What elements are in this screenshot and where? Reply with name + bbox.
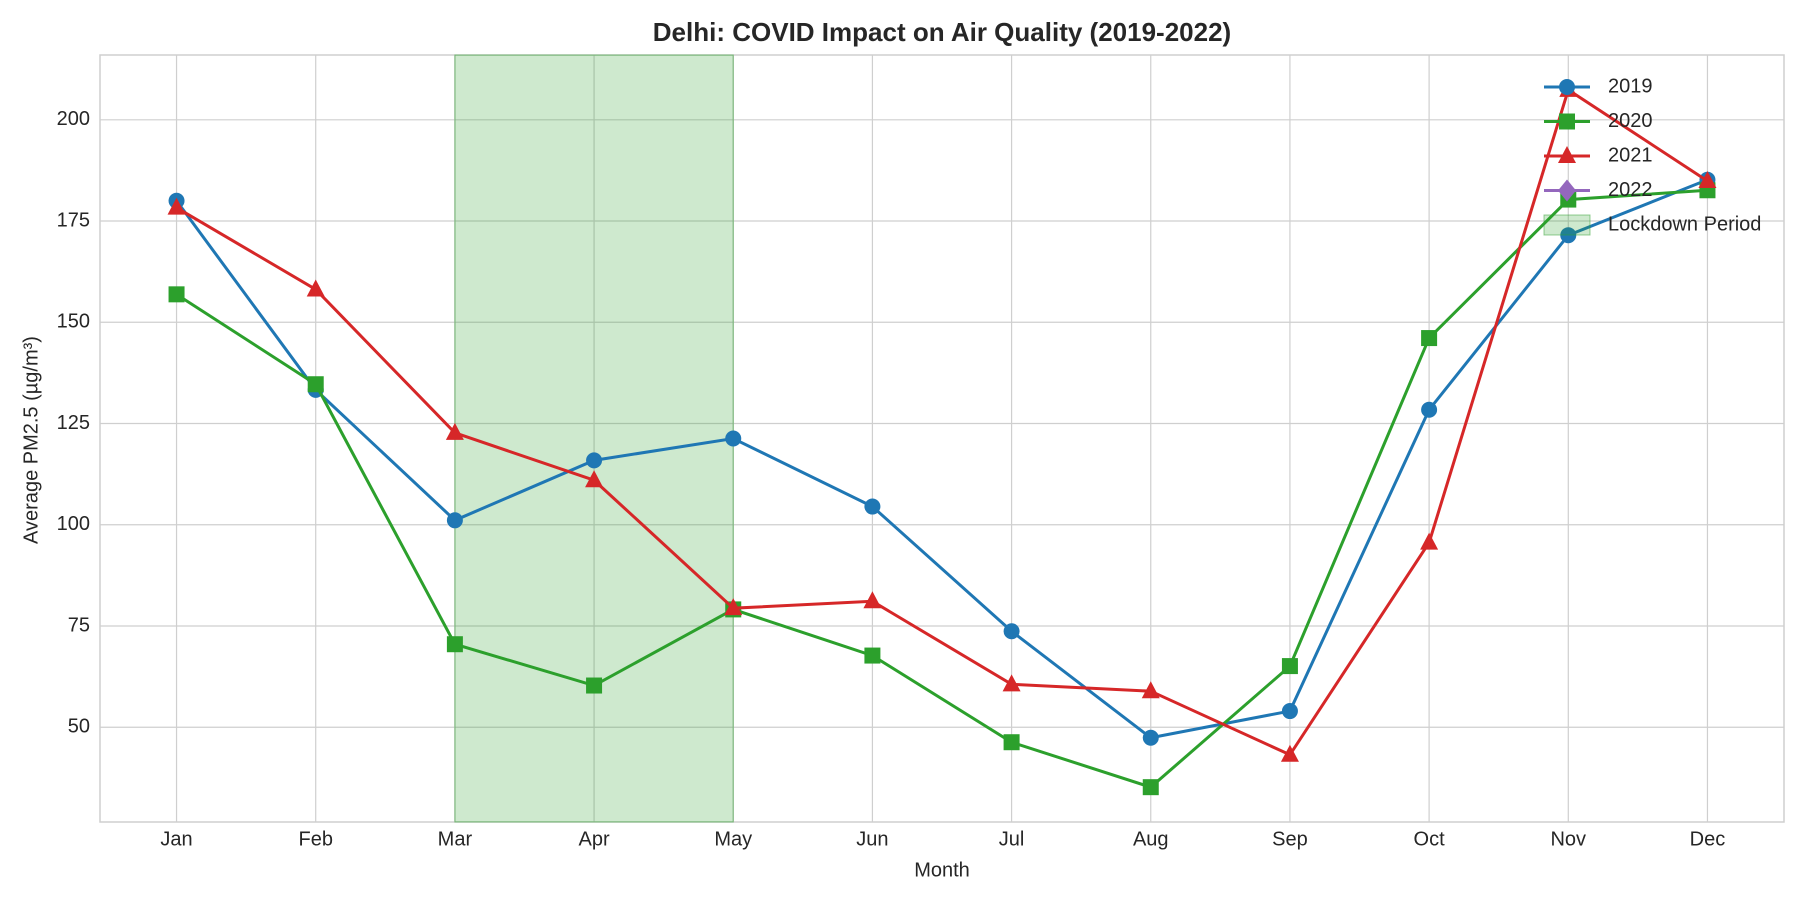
- data-point: [306, 279, 325, 297]
- data-point: [863, 591, 882, 609]
- y-tick-label: 75: [68, 614, 90, 636]
- data-point: [1421, 401, 1438, 418]
- y-tick-label: 125: [57, 412, 90, 434]
- y-tick-label: 50: [68, 716, 90, 738]
- legend-label: 2022: [1608, 179, 1653, 201]
- data-point: [586, 452, 603, 469]
- legend-marker: [1559, 79, 1575, 95]
- data-point: [1142, 729, 1159, 746]
- data-point: [1420, 532, 1439, 550]
- legend-label: 2021: [1608, 144, 1653, 166]
- legend-marker: [1559, 113, 1575, 130]
- data-point: [167, 197, 186, 215]
- data-point: [586, 677, 603, 694]
- x-tick-label: Jul: [999, 828, 1025, 850]
- x-tick-label: Apr: [579, 828, 610, 850]
- x-tick-label: Nov: [1550, 828, 1586, 850]
- x-axis-label: Month: [914, 859, 970, 881]
- x-tick-label: Oct: [1414, 828, 1446, 850]
- data-point: [585, 470, 604, 488]
- data-point: [1698, 170, 1717, 188]
- x-tick-label: Aug: [1133, 828, 1169, 850]
- legend-label: 2019: [1608, 75, 1653, 97]
- data-point: [168, 286, 185, 303]
- x-tick-label: Jun: [856, 828, 888, 850]
- x-tick-label: Feb: [298, 828, 332, 850]
- data-point: [1141, 681, 1160, 699]
- data-point: [1003, 623, 1020, 640]
- x-tick-label: Dec: [1690, 828, 1726, 850]
- chart-title: Delhi: COVID Impact on Air Quality (2019…: [653, 17, 1231, 47]
- y-tick-label: 150: [57, 311, 90, 333]
- data-point: [446, 636, 463, 653]
- plot-frame: [99, 54, 1785, 823]
- data-point: [864, 647, 881, 664]
- data-point: [446, 512, 463, 529]
- data-point: [1281, 703, 1298, 720]
- data-point: [1003, 734, 1020, 751]
- data-point: [1421, 330, 1438, 347]
- lockdown-shade: [454, 54, 734, 823]
- legend-label: 2020: [1608, 110, 1653, 132]
- x-tick-label: Mar: [438, 828, 473, 850]
- legend-label: Lockdown Period: [1608, 213, 1761, 235]
- y-axis-label: Average PM2.5 (µg/m³): [20, 336, 42, 544]
- y-tick-label: 100: [57, 513, 90, 535]
- data-point: [724, 598, 743, 616]
- data-point: [307, 376, 324, 393]
- x-tick-label: Sep: [1272, 828, 1308, 850]
- y-tick-label: 175: [57, 209, 90, 231]
- series-line: [175, 178, 1709, 740]
- data-point: [1281, 658, 1298, 675]
- x-tick-label: May: [714, 828, 752, 850]
- data-point: [1142, 779, 1159, 796]
- series-line: [175, 87, 1709, 757]
- data-point: [864, 498, 881, 515]
- legend-marker: [1558, 146, 1576, 163]
- data-point: [1002, 674, 1021, 692]
- x-tick-label: Jan: [160, 828, 192, 850]
- data-point: [725, 430, 742, 447]
- legend-marker: [1558, 179, 1576, 202]
- series-line: [175, 188, 1708, 789]
- y-tick-label: 200: [57, 108, 90, 130]
- legend-swatch: [1543, 214, 1591, 236]
- data-point: [1280, 744, 1299, 762]
- data-point: [445, 422, 464, 440]
